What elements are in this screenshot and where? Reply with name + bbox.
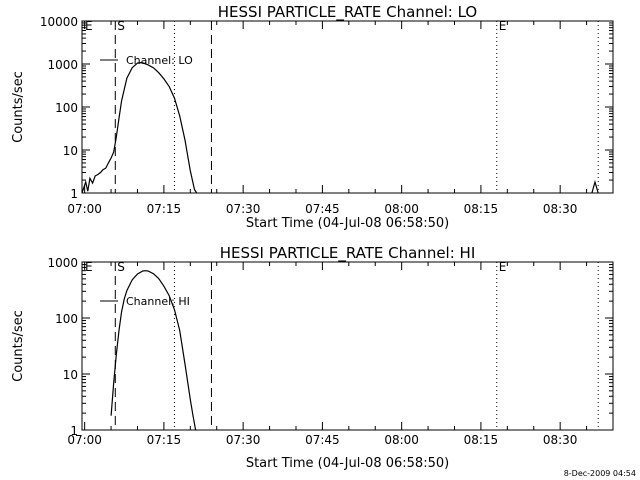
x-tick-label-lo: 08:00 [384, 202, 419, 216]
x-tick-label-hi: 07:30 [226, 433, 261, 447]
chart-title-lo: HESSI PARTICLE_RATE Channel: LO [218, 3, 477, 22]
y-tick-label-lo: 1 [70, 187, 78, 201]
y-tick-label-hi: 1 [70, 424, 78, 438]
x-tick-label-hi: 08:15 [464, 433, 499, 447]
x-tick-label-lo: 08:15 [464, 202, 499, 216]
plot-frame-hi [81, 261, 614, 431]
y-tick-label-hi: 1000 [47, 256, 78, 270]
x-tick-label-lo: 08:30 [543, 202, 578, 216]
legend-label-hi: Channel: HI [126, 295, 190, 308]
y-tick-label-hi: 10 [63, 368, 78, 382]
series-line-lo-1 [591, 179, 599, 193]
marker-label-hi: E [85, 260, 93, 274]
x-tick-label-lo: 07:45 [305, 202, 340, 216]
chart-title-hi: HESSI PARTICLE_RATE Channel: HI [220, 244, 476, 263]
y-tick-label-lo: 10 [63, 144, 78, 158]
x-tick-label-hi: 07:00 [67, 433, 102, 447]
y-axis-label-lo: Counts/sec [11, 71, 26, 143]
x-tick-label-lo: 07:15 [147, 202, 182, 216]
marker-label-hi: E [499, 260, 507, 274]
panel-lo: HESSI PARTICLE_RATE Channel: LO 1 10 100 100… [11, 3, 614, 231]
footer-timestamp: 8-Dec-2009 04:54 [564, 469, 636, 478]
y-tick-label-lo: 10000 [40, 15, 78, 29]
x-tick-label-lo: 07:30 [226, 202, 261, 216]
series-line-hi-0 [110, 270, 197, 430]
y-tick-label-hi: 100 [55, 312, 78, 326]
legend-label-lo: Channel: LO [126, 54, 193, 67]
x-tick-label-lo: 07:00 [67, 202, 102, 216]
x-axis-label-lo: Start Time (04-Jul-08 06:58:50) [246, 216, 449, 231]
marker-label-lo: E [85, 19, 93, 33]
x-tick-label-hi: 08:00 [384, 433, 419, 447]
x-tick-label-hi: 07:45 [305, 433, 340, 447]
x-tick-label-hi: 07:15 [147, 433, 182, 447]
marker-label-hi: S [117, 260, 125, 274]
marker-label-lo: E [499, 19, 507, 33]
panel-hi: HESSI PARTICLE_RATE Channel: HI 1 10 100 100… [11, 244, 614, 471]
y-tick-label-lo: 1000 [47, 58, 78, 72]
y-tick-label-lo: 100 [55, 101, 78, 115]
x-axis-label-hi: Start Time (04-Jul-08 06:58:50) [246, 456, 449, 471]
y-axis-label-hi: Counts/sec [11, 310, 26, 382]
series-line-lo-0 [82, 61, 198, 193]
plot-frame-lo [81, 20, 614, 194]
marker-label-lo: S [117, 19, 125, 33]
x-tick-label-hi: 08:30 [543, 433, 578, 447]
